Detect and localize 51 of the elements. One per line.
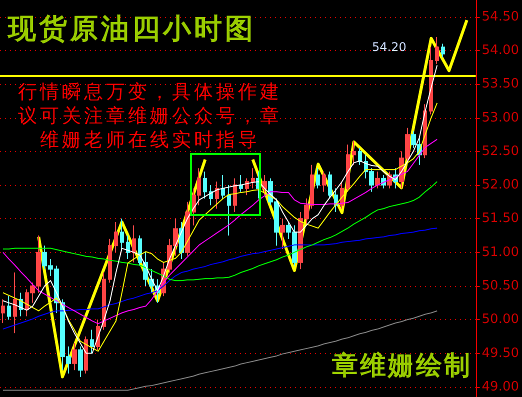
y-tick-label: 53.00: [482, 110, 519, 126]
y-tick-label: 51.50: [482, 211, 519, 226]
candlestick: [114, 222, 118, 253]
annotation: 章维姗绘制: [332, 350, 472, 383]
y-tick-label: 49.50: [482, 346, 519, 361]
line-series: [2, 228, 438, 330]
y-tick-label: 50.50: [482, 278, 519, 294]
candlestick: [7, 296, 11, 320]
y-tick-label: 52.00: [482, 178, 519, 193]
y-tick-label: 49.00: [482, 379, 519, 394]
candlestick: [441, 43, 445, 58]
candlestick: [120, 218, 124, 250]
candlestick: [251, 168, 255, 189]
y-tick-label: 51.00: [482, 244, 519, 260]
candlestick: [227, 184, 231, 236]
candlestick: [239, 174, 243, 192]
candlestick: [203, 171, 207, 199]
candlestick: [72, 342, 77, 371]
candlestick: [1, 298, 5, 324]
candlestick: [84, 336, 88, 374]
candlestick: [185, 201, 190, 256]
candlestick: [358, 148, 362, 166]
candlestick: [215, 181, 219, 210]
candlestick: [352, 140, 356, 166]
candlestick: [108, 238, 112, 284]
y-tick-label: 54.50: [482, 9, 519, 24]
candlestick: [280, 218, 285, 250]
candlestick: [328, 171, 332, 199]
y-tick-label: 50.00: [482, 312, 519, 328]
text: 现货原油四小时图: [8, 11, 256, 47]
candlestick: [322, 171, 326, 192]
candlestick: [346, 144, 350, 192]
line-series: [2, 181, 438, 282]
candlestick: [132, 224, 136, 263]
candlestick: [233, 178, 237, 212]
y-tick-label: 54.00: [482, 42, 519, 58]
candlestick: [245, 178, 249, 196]
candlestick: [126, 235, 130, 260]
candlestick: [221, 174, 225, 199]
candlestick: [262, 174, 267, 196]
candlestick: [78, 346, 83, 378]
candlestick: [90, 329, 94, 354]
y-tick-label: 53.50: [482, 76, 519, 92]
candlestick: [102, 272, 106, 330]
candlestick: [435, 36, 439, 64]
candlestick: [375, 171, 380, 189]
y-tick-label: 52.50: [482, 144, 519, 159]
annotation: 54.20: [372, 40, 406, 54]
candlestick: [13, 272, 17, 334]
candlestick: [316, 168, 320, 189]
annotation: 行情瞬息万变，具体操作建议可关注章维姗公众号，章维姗老师在线实时指导: [17, 80, 283, 152]
